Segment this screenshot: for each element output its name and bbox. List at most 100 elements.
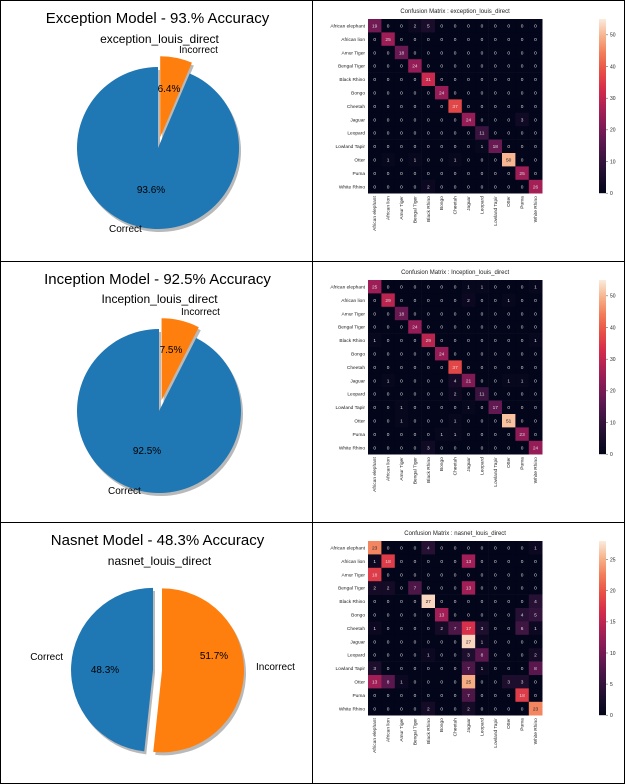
- exception-cell-label-7-1: 0: [387, 117, 390, 123]
- exception-cell-7-6: [448, 112, 463, 127]
- exception-cell-2-9: [488, 45, 503, 60]
- nasnet-cell-label-11-1: 0: [387, 693, 390, 699]
- inception-cell-4-0: [368, 333, 382, 348]
- exception-cell-label-3-7: 0: [467, 64, 470, 70]
- inception-cell-12-11: [515, 440, 530, 455]
- inception-cell-1-3: [408, 293, 422, 308]
- nasnet-cell-label-11-10: 0: [507, 693, 510, 699]
- exception-cell-label-7-2: 0: [400, 117, 403, 123]
- exception-cell-label-6-0: 0: [373, 104, 376, 110]
- inception-cell-label-4-5: 0: [440, 338, 443, 344]
- nasnet-cell-7-5: [435, 634, 449, 649]
- exception-cell-label-1-4: 0: [427, 37, 430, 43]
- exception-cell-12-1: [381, 179, 396, 194]
- inception-cell-3-4: [421, 320, 436, 334]
- nasnet-cell-label-3-11: 0: [521, 586, 524, 592]
- inception-cell-3-12: [528, 320, 543, 334]
- nasnet-cell-label-0-9: 0: [494, 546, 497, 552]
- inception-cell-5-0: [368, 347, 382, 361]
- inception-cell-4-11: [515, 333, 530, 348]
- exception-cell-label-8-8: 11: [479, 131, 484, 137]
- inception-cell-4-9: [488, 333, 503, 348]
- inception-cell-10-1: [381, 414, 396, 428]
- inception-cell-1-1: [381, 293, 396, 308]
- inception-cell-label-1-3: 0: [414, 298, 417, 304]
- inception-cell-12-7: [461, 440, 476, 455]
- inception-cell-1-4: [421, 293, 436, 308]
- inception-cell-9-0: [368, 400, 382, 415]
- nasnet-cell-4-4: [421, 594, 436, 609]
- exception-cell-label-8-2: 0: [400, 131, 403, 137]
- exception-cell-5-5: [435, 86, 449, 100]
- exception-row-label-3: Bengal Tiger: [338, 64, 365, 70]
- nasnet-cell-label-6-1: 0: [387, 626, 390, 632]
- nasnet-cell-label-12-7: 2: [467, 706, 470, 712]
- inception-cell-4-8: [475, 333, 489, 348]
- nasnet-cell-3-1: [381, 581, 396, 595]
- exception-cell-label-10-9: 0: [494, 158, 497, 164]
- exception-cell-4-2: [394, 72, 409, 87]
- inception-cell-0-4: [421, 280, 436, 294]
- nasnet-cell-2-10: [502, 567, 516, 582]
- inception-cell-7-12: [528, 373, 543, 388]
- exception-cell-label-9-1: 0: [387, 144, 390, 150]
- exception-cell-label-12-3: 0: [414, 184, 417, 190]
- nasnet-row-label-9: Lowland Tapir: [335, 666, 365, 672]
- exception-cell-7-0: [368, 112, 382, 127]
- inception-cell-label-10-5: 0: [440, 419, 443, 425]
- exception-cell-label-8-0: 0: [373, 131, 376, 137]
- exception-row-label-4: Black Rhino: [339, 77, 365, 83]
- exception-cell-6-8: [475, 99, 489, 114]
- exception-cell-label-4-6: 0: [454, 77, 457, 83]
- inception-cell-label-1-10: 1: [507, 298, 510, 304]
- exception-cell-5-11: [515, 86, 530, 100]
- inception-cell-2-6: [448, 306, 463, 321]
- inception-cell-label-1-11: 0: [521, 298, 524, 304]
- nasnet-cell-label-12-9: 0: [494, 706, 497, 712]
- exception-cell-0-10: [502, 19, 516, 33]
- inception-cell-label-2-12: 0: [534, 311, 537, 317]
- nasnet-cell-8-6: [448, 648, 463, 662]
- inception-cell-label-5-6: 0: [454, 352, 457, 358]
- nasnet-cell-0-8: [475, 541, 489, 555]
- nasnet-cell-label-0-7: 0: [467, 546, 470, 552]
- nasnet-cell-2-8: [475, 567, 489, 582]
- nasnet-pie-title: Nasnet Model - 48.3% Accuracy: [51, 532, 265, 549]
- nasnet-cell-1-4: [421, 554, 436, 569]
- nasnet-cell-0-5: [435, 541, 449, 555]
- exception-cell-4-11: [515, 72, 530, 87]
- exception-cell-11-2: [394, 166, 409, 181]
- exception-cell-12-12: [528, 179, 543, 194]
- exception-cell-label-8-12: 0: [534, 131, 537, 137]
- inception-cell-label-9-7: 1: [467, 405, 470, 411]
- nasnet-cell-label-2-1: 0: [387, 572, 390, 578]
- inception-cell-label-10-8: 0: [481, 419, 484, 425]
- inception-cell-label-8-10: 0: [507, 392, 510, 398]
- nasnet-colorbar-tick-label-2: 10: [610, 651, 616, 657]
- nasnet-cell-label-2-0: 18: [372, 572, 378, 578]
- nasnet-cell-6-5: [435, 621, 449, 636]
- nasnet-cell-label-12-6: 0: [454, 706, 457, 712]
- nasnet-cell-label-7-1: 0: [387, 639, 390, 645]
- nasnet-cell-6-1: [381, 621, 396, 636]
- exception-cell-label-8-5: 0: [440, 131, 443, 137]
- exception-cell-label-8-7: 0: [467, 131, 470, 137]
- inception-cell-5-7: [461, 347, 476, 361]
- inception-cell-5-11: [515, 347, 530, 361]
- exception-pie-subtitle: exception_louis_direct: [100, 32, 219, 46]
- nasnet-cell-8-12: [528, 648, 543, 662]
- inception-cell-3-11: [515, 320, 530, 334]
- exception-pct-incorrect: 6.4%: [158, 84, 181, 95]
- exception-cell-0-7: [461, 19, 476, 33]
- exception-cell-10-2: [394, 153, 409, 167]
- inception-cell-label-9-9: 17: [493, 405, 499, 411]
- exception-cell-5-9: [488, 86, 503, 100]
- nasnet-cell-label-6-8: 3: [481, 626, 484, 632]
- nasnet-cell-6-3: [408, 621, 422, 636]
- exception-cell-label-1-6: 0: [454, 37, 457, 43]
- exception-cell-label-9-6: 0: [454, 144, 457, 150]
- exception-cell-9-11: [515, 139, 530, 154]
- inception-cell-label-9-8: 0: [481, 405, 484, 411]
- nasnet-cell-11-6: [448, 688, 463, 703]
- exception-cell-11-5: [435, 166, 449, 181]
